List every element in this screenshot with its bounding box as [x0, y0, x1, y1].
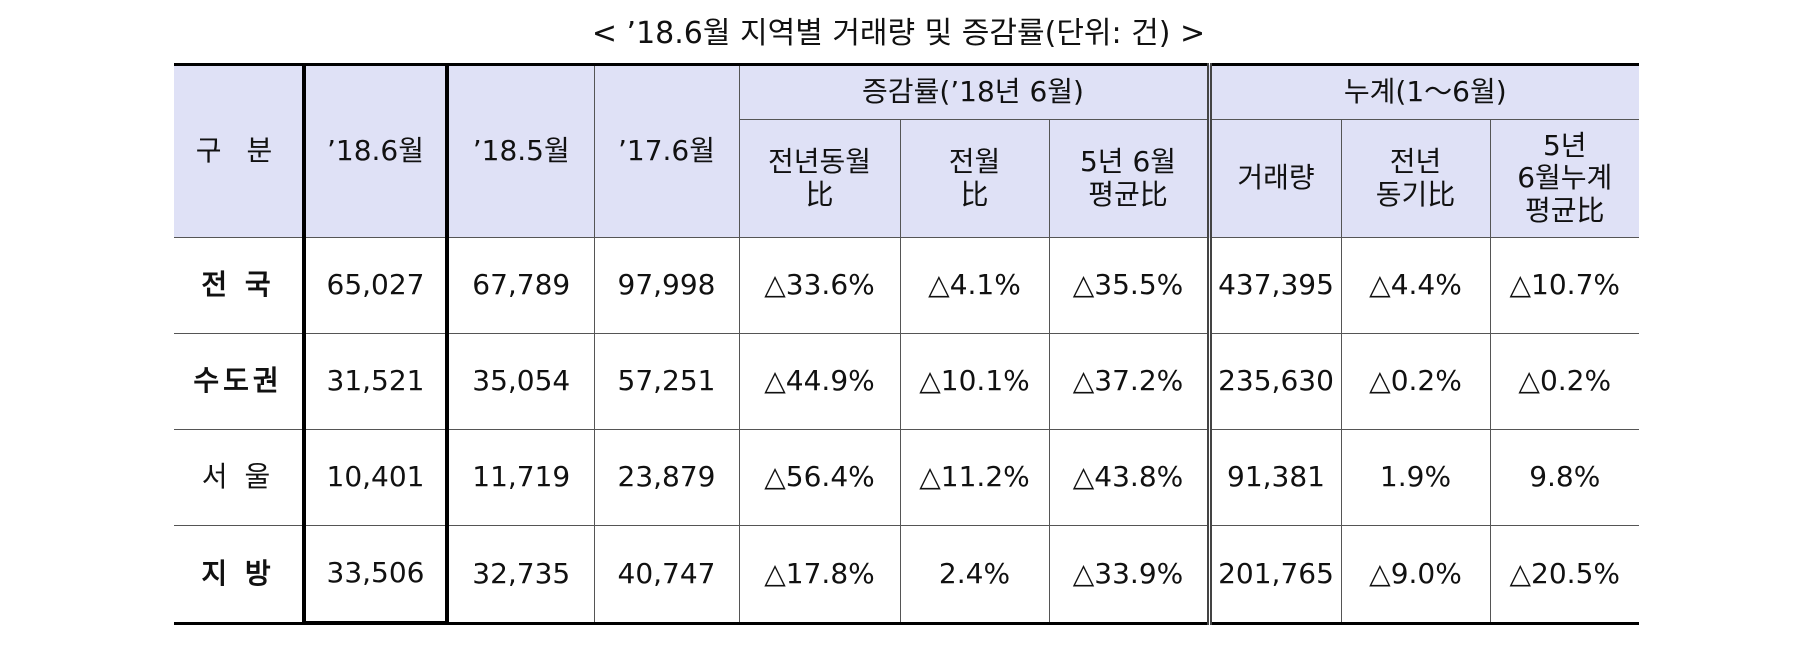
header-line: 동기比 [1375, 177, 1456, 211]
cell: △4.1% [899, 237, 1050, 334]
header-cell: 전년동월 比 [738, 119, 901, 238]
header-line: 전년동월 [767, 145, 872, 179]
cell: 11,719 [446, 429, 595, 526]
cell: 23,879 [593, 429, 740, 526]
header-line: 전월 [948, 145, 1001, 179]
cell: 9.8% [1489, 429, 1640, 526]
header-line: 5년 [1542, 129, 1587, 163]
group-header: 누계(1～6월) [1206, 63, 1640, 120]
cell: 65,027 [302, 237, 449, 334]
cell: 91,381 [1206, 429, 1342, 526]
row-label: 서 울 [174, 429, 305, 526]
cell: 67,789 [446, 237, 595, 334]
header-line: 평균比 [1525, 193, 1605, 227]
cell: 235,630 [1206, 333, 1342, 430]
cell: 32,735 [446, 525, 595, 625]
cell: 40,747 [593, 525, 740, 625]
cell: △17.8% [738, 525, 901, 625]
header-line: 평균比 [1088, 177, 1168, 211]
header-row: 전년동월 比 전월 比 5년 6월 평균比 거래량 전년 동기比 5년 6월누계 평균比 [174, 119, 1640, 238]
row-label: 전 국 [174, 237, 305, 334]
header-line: 6월누계 [1517, 161, 1613, 195]
header-cell: 전년 동기比 [1340, 119, 1491, 238]
cell: △9.0% [1340, 525, 1491, 625]
data-table: 구 분 ’18.6월 ’18.5월 ’17.6월 증감률(’18년 6월) 누계(1～6월… [174, 63, 1640, 625]
header-cell: ’18.5월 [446, 63, 595, 238]
cell: 57,251 [593, 333, 740, 430]
cell: 10,401 [302, 429, 449, 526]
cell: △35.5% [1048, 237, 1210, 334]
cell: △0.2% [1340, 333, 1491, 430]
header-cell: 5년 6월누계 평균比 [1489, 119, 1640, 238]
header-line: 전년 [1389, 145, 1442, 179]
header-cell: 거래량 [1206, 119, 1342, 238]
header-cell: 5년 6월 평균比 [1048, 119, 1210, 238]
cell: 201,765 [1206, 525, 1342, 625]
cell: △33.6% [738, 237, 901, 334]
cell: △10.1% [899, 333, 1050, 430]
cell: △0.2% [1489, 333, 1640, 430]
table-row: 전 국 65,027 67,789 97,998 △33.6% △4.1% △35.5% 43… [174, 237, 1640, 334]
header-line: 比 [805, 177, 834, 211]
header-cell: 전월 比 [899, 119, 1050, 238]
cell: 33,506 [302, 525, 449, 625]
cell: △20.5% [1489, 525, 1640, 625]
cell: △10.7% [1489, 237, 1640, 334]
table-title: < ’18.6월 지역별 거래량 및 증감률(단위: 건) > [591, 16, 1206, 51]
header-line: 比 [960, 177, 989, 211]
header-cell: 구 분 [174, 63, 305, 238]
header-line: 거래량 [1237, 161, 1315, 195]
cell: △37.2% [1048, 333, 1210, 430]
cell: △11.2% [899, 429, 1050, 526]
cell: △56.4% [738, 429, 901, 526]
cell: 1.9% [1340, 429, 1491, 526]
row-label: 수도권 [174, 333, 305, 430]
cell: 2.4% [899, 525, 1050, 625]
cell: △33.9% [1048, 525, 1210, 625]
table-row: 서 울 10,401 11,719 23,879 △56.4% △11.2% △43.8% 9… [174, 429, 1640, 526]
header-cell: ’18.6월 [302, 63, 449, 238]
cell: 35,054 [446, 333, 595, 430]
group-header: 증감률(’18년 6월) [738, 63, 1210, 120]
header-row: 구 분 ’18.6월 ’18.5월 ’17.6월 증감률(’18년 6월) 누계(1～6월… [174, 63, 1640, 238]
header-cell: ’17.6월 [593, 63, 740, 238]
cell: 31,521 [302, 333, 449, 430]
cell: 437,395 [1206, 237, 1342, 334]
cell: △4.4% [1340, 237, 1491, 334]
row-label: 지 방 [174, 525, 305, 625]
cell: △44.9% [738, 333, 901, 430]
cell: 97,998 [593, 237, 740, 334]
table-row: 수도권 31,521 35,054 57,251 △44.9% △10.1% △37.2% 2… [174, 333, 1640, 430]
header-line: 5년 6월 [1079, 145, 1177, 179]
cell: △43.8% [1048, 429, 1210, 526]
table-row: 지 방 33,506 32,735 40,747 △17.8% 2.4% △33.9% 201… [174, 525, 1640, 625]
